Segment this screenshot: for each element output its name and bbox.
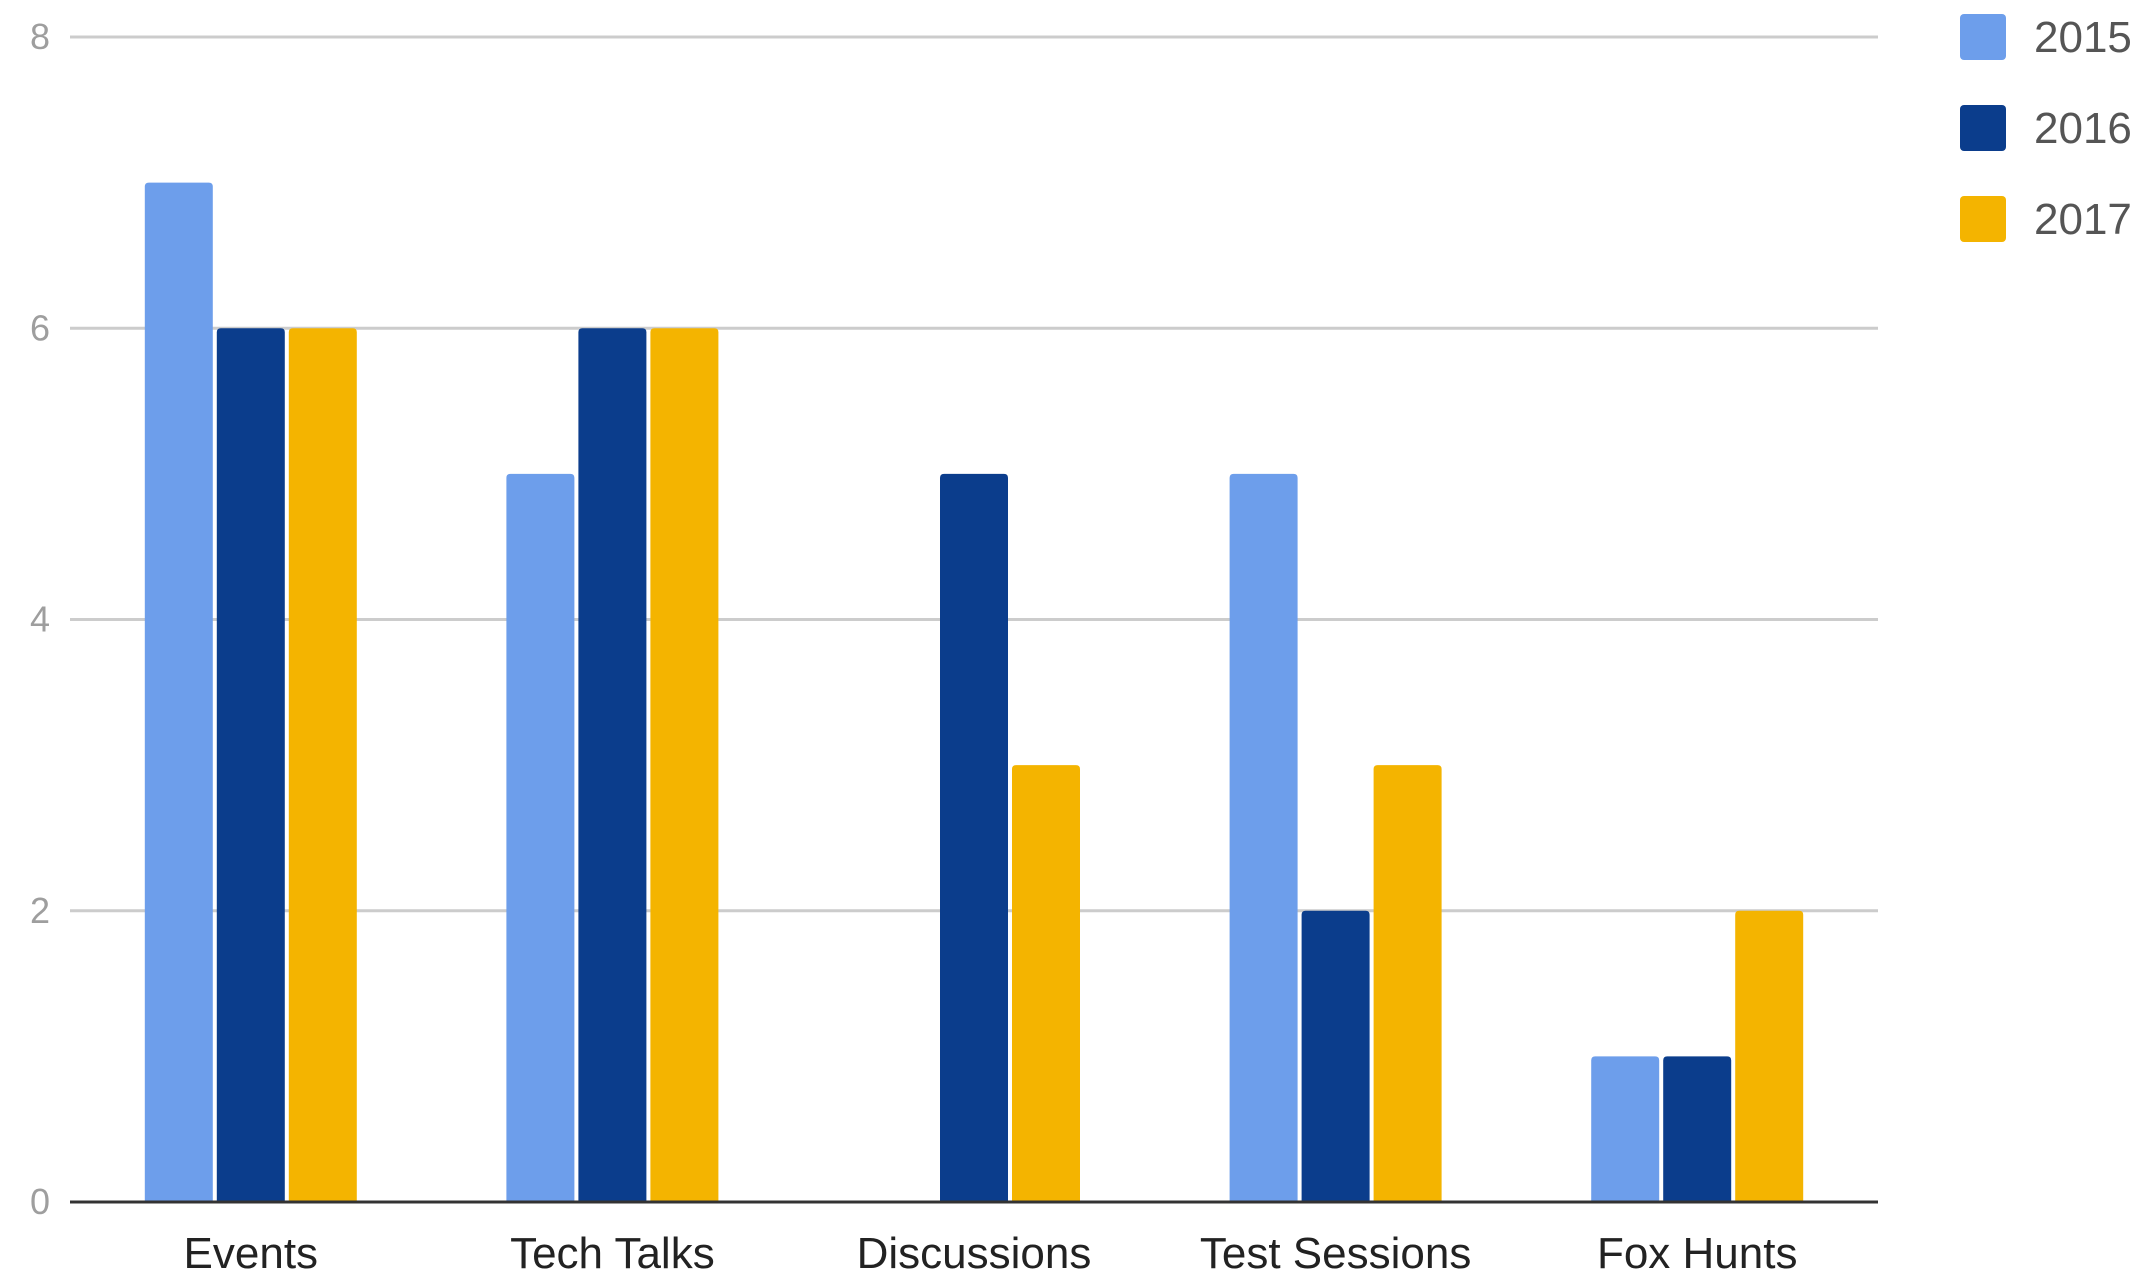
legend-label-2017: 2017 [2034, 195, 2132, 244]
bar-discussions-2017 [1012, 765, 1080, 1202]
legend-label-2015: 2015 [2034, 13, 2132, 62]
bar-test-sessions-2017 [1373, 765, 1442, 1202]
legend-swatch-2015 [1960, 14, 2006, 60]
bar-fox-hunts-2016 [1663, 1056, 1732, 1202]
legend: 2015 2016 2017 [1960, 13, 2132, 244]
y-tick-label-0: 0 [30, 1181, 50, 1222]
bar-events-2015 [144, 182, 213, 1202]
axes: 0 2 4 6 8 Events Tech Talks Discussions Test Ses… [30, 16, 1878, 1276]
bar-tech-talks-2016 [578, 328, 647, 1202]
x-tick-label-fox-hunts: Fox Hunts [1597, 1229, 1798, 1276]
bar-events-2017 [288, 328, 357, 1202]
bar-tech-talks-2017 [650, 328, 719, 1202]
x-tick-label-tech-talks: Tech Talks [510, 1229, 715, 1276]
y-tick-label-4: 4 [30, 599, 50, 640]
x-tick-label-events: Events [184, 1229, 319, 1276]
legend-label-2016: 2016 [2034, 104, 2132, 153]
bar-test-sessions-2016 [1301, 910, 1370, 1202]
bars [144, 182, 1804, 1202]
bar-fox-hunts-2015 [1591, 1056, 1660, 1202]
y-tick-label-8: 8 [30, 16, 50, 57]
bar-test-sessions-2015 [1229, 473, 1298, 1202]
bar-tech-talks-2015 [506, 473, 575, 1202]
x-tick-label-test-sessions: Test Sessions [1200, 1229, 1471, 1276]
bar-fox-hunts-2017 [1735, 910, 1804, 1202]
bar-discussions-2016 [940, 473, 1008, 1202]
x-tick-label-discussions: Discussions [857, 1229, 1092, 1276]
legend-swatch-2016 [1960, 105, 2006, 151]
y-tick-label-2: 2 [30, 890, 50, 931]
bar-events-2016 [216, 328, 285, 1202]
legend-swatch-2017 [1960, 196, 2006, 242]
y-tick-label-6: 6 [30, 307, 50, 348]
